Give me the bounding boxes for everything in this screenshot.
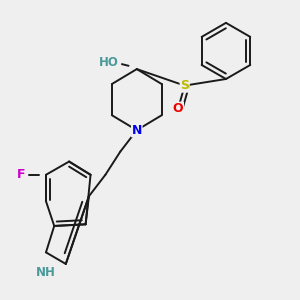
Text: HO: HO bbox=[99, 56, 119, 69]
Text: S: S bbox=[180, 79, 189, 92]
Text: N: N bbox=[132, 124, 142, 137]
Text: NH: NH bbox=[36, 266, 56, 279]
Text: F: F bbox=[17, 168, 26, 181]
Text: O: O bbox=[173, 102, 183, 115]
